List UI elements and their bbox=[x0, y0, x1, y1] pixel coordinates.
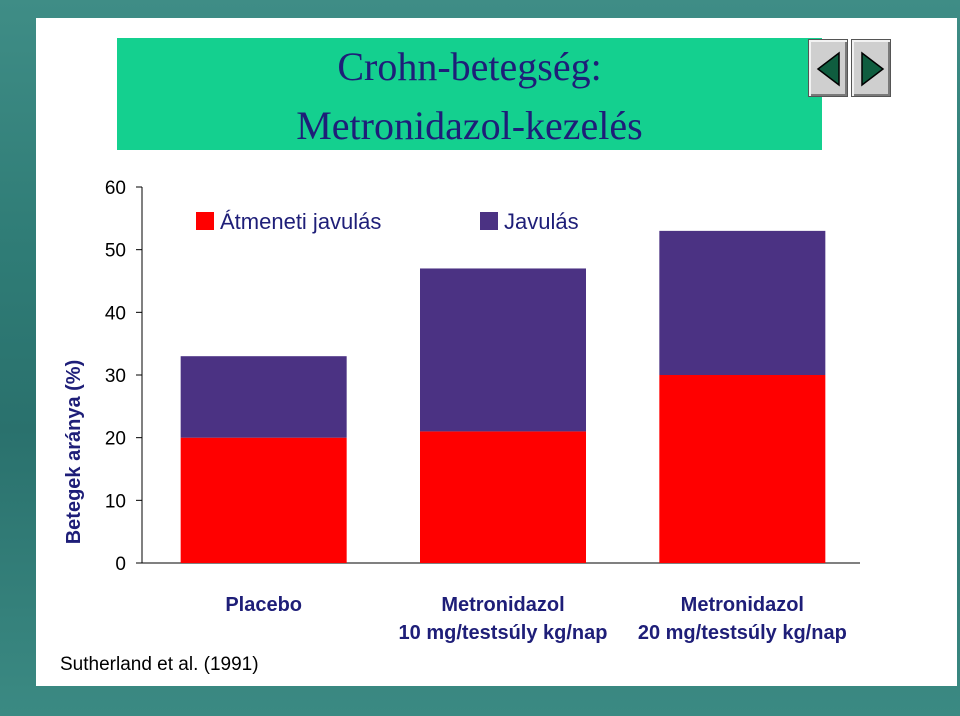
legend-swatch bbox=[480, 212, 498, 230]
y-tick-label: 50 bbox=[105, 241, 126, 262]
prev-slide-icon bbox=[816, 51, 840, 87]
legend-label: Átmeneti javulás bbox=[220, 209, 381, 234]
bar-atmeneti-javulas bbox=[180, 437, 347, 563]
title-banner bbox=[117, 38, 822, 150]
bar-javulas bbox=[659, 230, 826, 375]
source-citation: Sutherland et al. (1991) bbox=[60, 654, 259, 675]
next-slide-button[interactable] bbox=[851, 39, 891, 97]
y-tick-label: 30 bbox=[105, 366, 126, 387]
slide-title-line1: Crohn-betegség: bbox=[337, 44, 602, 89]
x-category-label: 20 mg/testsúly kg/nap bbox=[638, 622, 847, 644]
y-tick-label: 10 bbox=[105, 491, 126, 512]
bar-atmeneti-javulas bbox=[659, 375, 826, 563]
y-tick-label: 60 bbox=[105, 178, 126, 199]
slide-title-line2: Metronidazol-kezelés bbox=[296, 103, 643, 148]
prev-slide-button[interactable] bbox=[808, 39, 848, 97]
x-category-label: Metronidazol bbox=[441, 594, 564, 616]
y-tick-label: 20 bbox=[105, 429, 126, 450]
legend-swatch bbox=[196, 212, 214, 230]
bar-atmeneti-javulas bbox=[420, 431, 586, 563]
x-category-label: 10 mg/testsúly kg/nap bbox=[399, 622, 608, 644]
y-tick-label: 40 bbox=[105, 303, 126, 324]
bar-javulas bbox=[420, 268, 586, 432]
y-axis-title: Betegek aránya (%) bbox=[63, 360, 85, 545]
y-tick-label: 0 bbox=[115, 554, 126, 575]
next-slide-icon bbox=[861, 51, 885, 87]
x-category-label: Metronidazol bbox=[681, 594, 804, 616]
legend-label: Javulás bbox=[504, 209, 579, 234]
x-category-label: Placebo bbox=[225, 594, 302, 616]
bar-javulas bbox=[180, 356, 347, 438]
